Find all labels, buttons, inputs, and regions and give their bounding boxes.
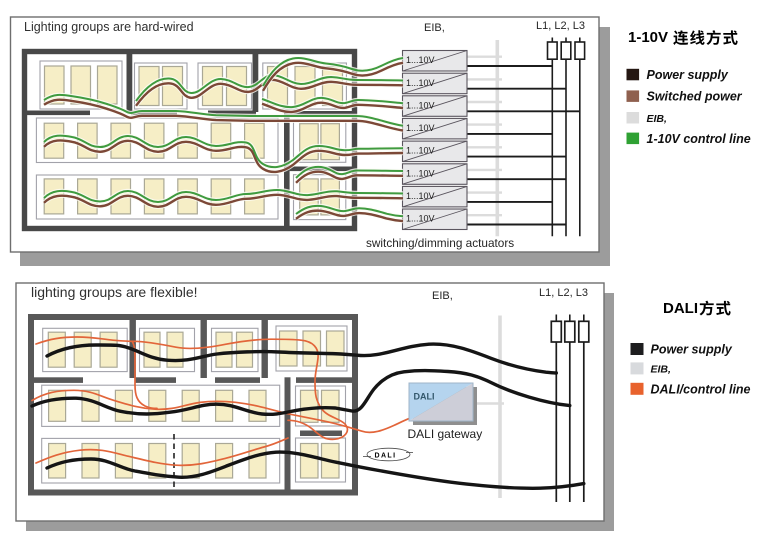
svg-text:EIB,: EIB, [424, 22, 445, 34]
svg-text:1...10V: 1...10V [406, 214, 435, 224]
svg-text:1-10V control line: 1-10V control line [647, 132, 751, 146]
svg-text:EIB,: EIB, [432, 290, 453, 302]
svg-text:Lighting groups are hard-wired: Lighting groups are hard-wired [24, 20, 194, 34]
svg-text:L1, L2, L3: L1, L2, L3 [536, 20, 585, 32]
svg-text:1...10V: 1...10V [406, 146, 435, 156]
svg-text:DALI gateway: DALI gateway [408, 427, 483, 441]
svg-text:EIB,: EIB, [647, 113, 668, 125]
svg-text:Power supply: Power supply [651, 342, 733, 356]
svg-text:Power supply: Power supply [647, 68, 729, 82]
svg-text:switching/dimming actuators: switching/dimming actuators [366, 236, 514, 250]
svg-text:1-10V: 1-10V [628, 29, 668, 46]
svg-text:DALI: DALI [414, 392, 435, 402]
svg-text:1...10V: 1...10V [406, 100, 435, 110]
svg-text:EIB,: EIB, [651, 364, 672, 376]
svg-text:DALI/control line: DALI/control line [651, 383, 751, 397]
svg-text:1...10V: 1...10V [406, 123, 435, 133]
svg-text:1...10V: 1...10V [406, 78, 435, 88]
svg-text:DALI: DALI [663, 300, 698, 317]
svg-text:lighting groups are flexible!: lighting groups are flexible! [31, 284, 198, 300]
svg-text:1...10V: 1...10V [406, 55, 435, 65]
svg-text:Switched power: Switched power [647, 90, 743, 104]
svg-text:1...10V: 1...10V [406, 191, 435, 201]
svg-text:1...10V: 1...10V [406, 168, 435, 178]
svg-text:L1, L2, L3: L1, L2, L3 [539, 287, 588, 299]
svg-text:DALI: DALI [375, 453, 397, 460]
